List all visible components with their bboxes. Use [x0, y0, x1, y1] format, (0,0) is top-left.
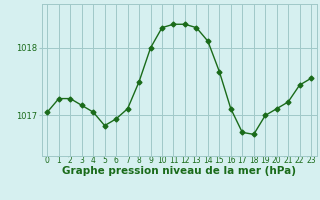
X-axis label: Graphe pression niveau de la mer (hPa): Graphe pression niveau de la mer (hPa) — [62, 166, 296, 176]
